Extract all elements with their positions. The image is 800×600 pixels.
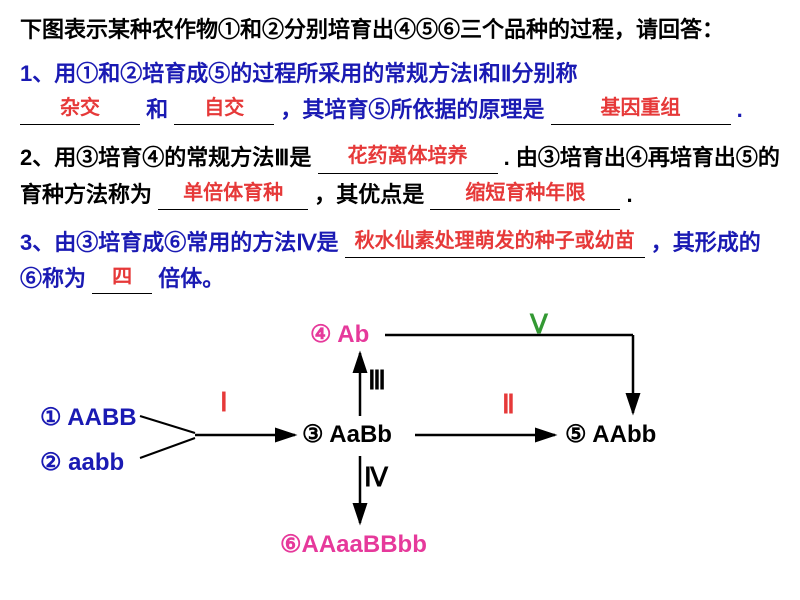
q3-tail: 倍体。 bbox=[158, 266, 224, 291]
q3-blank1: 秋水仙素处理萌发的种子或幼苗 bbox=[345, 222, 645, 258]
q1-blank3: 基因重组 bbox=[551, 89, 731, 125]
question-3: 3、由③培育成⑥常用的方法Ⅳ是 秋水仙素处理萌发的种子或幼苗 ，其形成的⑥称为 … bbox=[20, 224, 780, 296]
node-n3: ③ AaBb bbox=[302, 420, 392, 449]
q2-blank3: 缩短育种年限 bbox=[430, 174, 620, 210]
q3-blank2: 四 bbox=[92, 258, 152, 294]
q1-ans3: 基因重组 bbox=[601, 97, 681, 119]
node-n5: ⑤ AAbb bbox=[565, 420, 656, 449]
q3-ans2: 四 bbox=[112, 266, 132, 288]
edge-label-eV: Ⅴ bbox=[530, 310, 548, 340]
question-1: 1、用①和②培育成⑤的过程所采用的常规方法Ⅰ和Ⅱ分别称 杂交 和 自交 ，其培育… bbox=[20, 56, 780, 127]
node-n1: ① AABB bbox=[40, 403, 137, 432]
q2-ans1: 花药离体培养 bbox=[348, 145, 468, 167]
q2-ans2: 单倍体育种 bbox=[183, 182, 283, 204]
q1-mid1: 和 bbox=[146, 97, 168, 122]
q1-lead: 1、用①和②培育成⑤的过程所采用的常规方法Ⅰ和Ⅱ分别称 bbox=[20, 61, 578, 86]
q1-blank1: 杂交 bbox=[20, 89, 140, 125]
q1-ans2: 自交 bbox=[204, 97, 244, 119]
q2-tail: . bbox=[627, 182, 633, 207]
diagram-arrows bbox=[20, 308, 780, 568]
edge-label-eII: Ⅱ bbox=[502, 390, 515, 420]
q3-ans1: 秋水仙素处理萌发的种子或幼苗 bbox=[355, 230, 635, 252]
q2-mid2: ，其优点是 bbox=[314, 182, 424, 207]
q2-ans3: 缩短育种年限 bbox=[465, 182, 585, 204]
question-2: 2、用③培育④的常规方法Ⅲ是 花药离体培养 . 由③培育出④再培育出⑤的育种方法… bbox=[20, 139, 780, 211]
edge-label-eIV: Ⅳ bbox=[364, 463, 388, 493]
q2-blank2: 单倍体育种 bbox=[158, 174, 308, 210]
q1-blank2: 自交 bbox=[174, 89, 274, 125]
node-n4: ④ Ab bbox=[310, 320, 369, 349]
q1-mid2: ，其培育⑤所依据的原理是 bbox=[280, 97, 544, 122]
q3-lead: 3、由③培育成⑥常用的方法Ⅳ是 bbox=[20, 230, 339, 255]
edge-label-eI: Ⅰ bbox=[220, 388, 228, 418]
intro-title: 下图表示某种农作物①和②分别培育出④⑤⑥三个品种的过程，请回答： bbox=[20, 12, 780, 44]
breeding-diagram: ① AABB ② aabb ③ AaBb ④ Ab ⑤ AAbb ⑥AAaaBBbb Ⅰ Ⅱ… bbox=[20, 308, 780, 568]
node-n2: ② aabb bbox=[40, 448, 124, 477]
q2-blank1: 花药离体培养 bbox=[318, 137, 498, 173]
q1-tail: . bbox=[737, 97, 743, 122]
q2-lead: 2、用③培育④的常规方法Ⅲ是 bbox=[20, 145, 311, 170]
edge-label-eIII: Ⅲ bbox=[368, 366, 386, 396]
q1-ans1: 杂交 bbox=[60, 97, 100, 119]
node-n6: ⑥AAaaBBbb bbox=[280, 530, 427, 559]
